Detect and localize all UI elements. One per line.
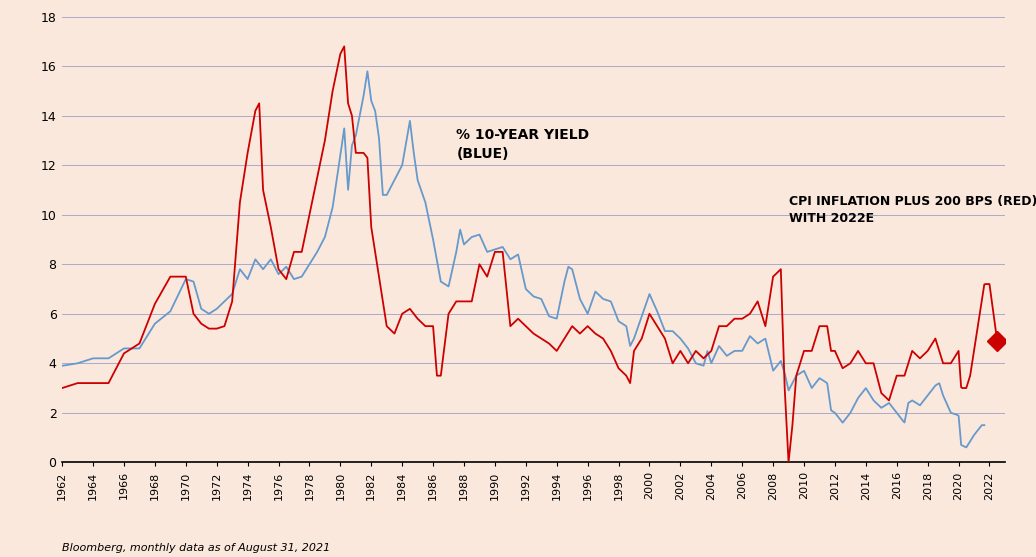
- Text: % 10-YEAR YIELD
(BLUE): % 10-YEAR YIELD (BLUE): [456, 128, 589, 160]
- Text: Bloomberg, monthly data as of August 31, 2021: Bloomberg, monthly data as of August 31,…: [62, 544, 330, 554]
- Text: CPI INFLATION PLUS 200 BPS (RED)
WITH 2022E: CPI INFLATION PLUS 200 BPS (RED) WITH 20…: [788, 195, 1036, 225]
